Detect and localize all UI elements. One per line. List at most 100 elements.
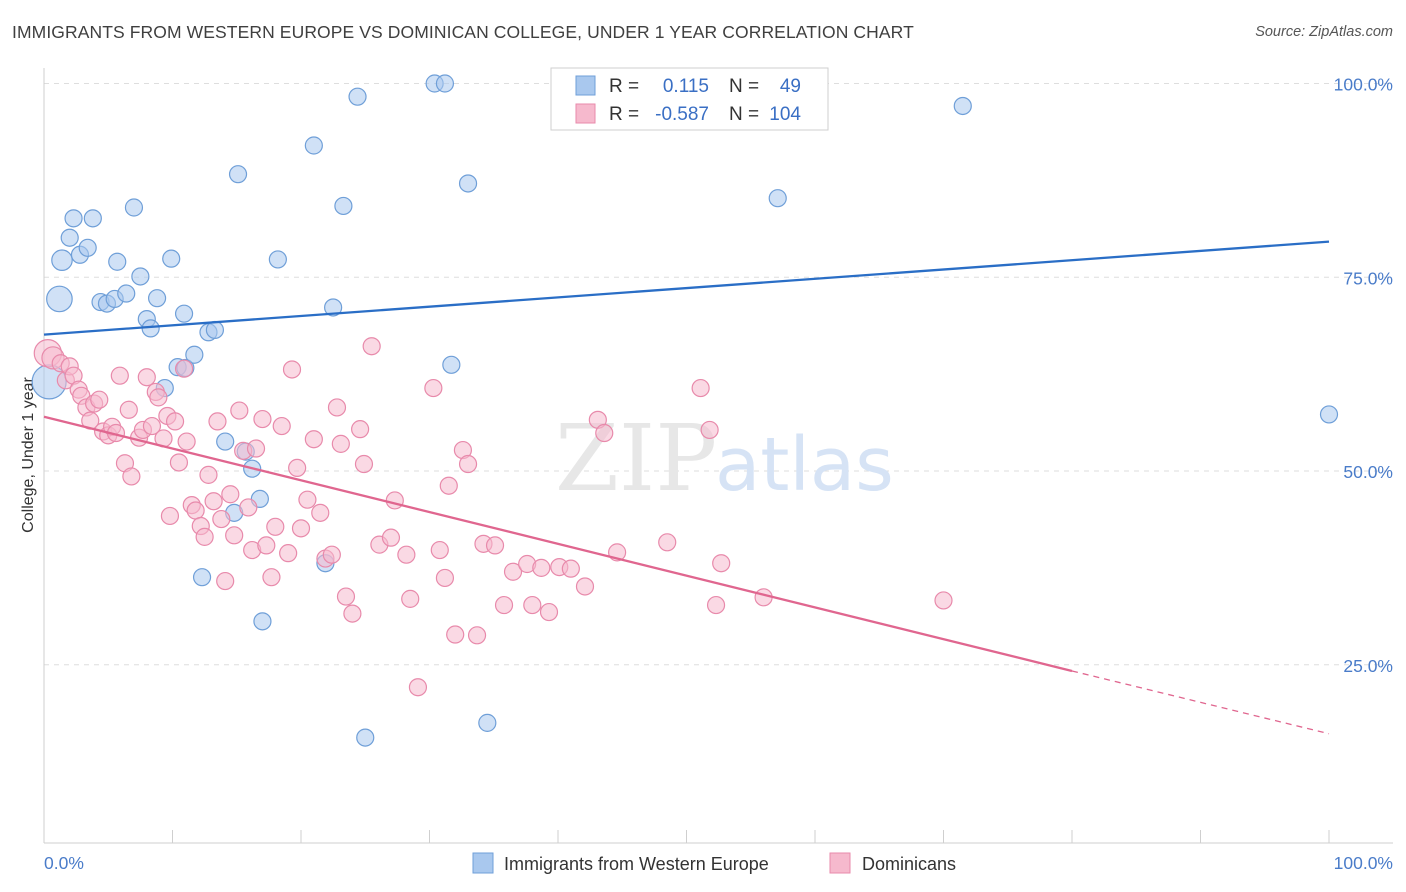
point-dominicans (272, 416, 291, 436)
point-dominicans (539, 602, 559, 622)
point-dominicans (430, 540, 449, 560)
y-axis-tick-labels: 25.0% 50.0% 75.0% 100.0% (1334, 75, 1393, 676)
grid-lines (44, 83, 1393, 666)
point-dominicans (291, 519, 311, 538)
stats-legend-box (550, 67, 829, 131)
point-dominicans (467, 626, 487, 645)
stats-r-value-pink: -0.587 (655, 104, 709, 125)
legend-label-immigrants: Immigrants from Western Europe (504, 854, 769, 874)
point-immigrants (334, 196, 353, 216)
point-dominicans (494, 595, 514, 615)
point-dominicans (174, 359, 194, 378)
point-dominicans (90, 390, 109, 409)
watermark-atlas: atlas (715, 422, 894, 508)
point-dominicans (691, 378, 710, 398)
axes (43, 68, 1393, 844)
point-dominicans (239, 498, 258, 517)
point-immigrants (60, 228, 79, 247)
point-dominicans (160, 506, 180, 526)
point-dominicans (485, 536, 505, 555)
point-immigrants (1319, 405, 1339, 424)
point-dominicans (595, 423, 614, 443)
point-dominicans (122, 467, 141, 486)
point-dominicans (199, 465, 218, 484)
y-axis-label: College, Under 1 year (20, 377, 37, 533)
point-dominicans (212, 509, 231, 529)
point-immigrants (131, 267, 150, 286)
point-dominicans (575, 577, 595, 596)
x-axis-ticks (43, 830, 1330, 843)
stats-r-label-blue: R = (609, 76, 639, 97)
trend-line-dominicans-extension (1071, 670, 1330, 735)
point-immigrants (253, 612, 272, 631)
point-dominicans (279, 544, 298, 563)
point-dominicans (435, 568, 455, 588)
point-dominicans (253, 409, 272, 429)
point-immigrants (348, 87, 367, 106)
point-dominicans (385, 491, 404, 510)
point-dominicans (523, 595, 542, 615)
point-dominicans (934, 591, 953, 610)
stats-n-value-blue: 49 (780, 76, 801, 97)
point-dominicans (169, 453, 189, 472)
point-dominicans (458, 454, 478, 474)
point-immigrants (356, 728, 375, 747)
point-immigrants (304, 136, 323, 155)
point-immigrants (953, 96, 972, 116)
point-immigrants (768, 189, 787, 208)
point-dominicans (397, 545, 416, 564)
y-tick-label: 100.0% (1334, 75, 1393, 95)
point-immigrants (108, 252, 127, 271)
point-immigrants (268, 250, 287, 269)
point-dominicans (381, 528, 401, 547)
trend-line-immigrants (43, 240, 1330, 336)
point-dominicans (408, 678, 428, 697)
point-immigrants (51, 249, 73, 272)
stats-n-label-blue: N = (729, 76, 759, 97)
y-tick-label: 50.0% (1343, 462, 1393, 482)
point-dominicans (208, 412, 227, 431)
point-dominicans (706, 595, 726, 615)
point-dominicans (439, 476, 458, 495)
point-dominicans (119, 400, 138, 419)
point-dominicans (446, 625, 465, 644)
point-dominicans (262, 568, 281, 587)
point-dominicans (204, 492, 223, 511)
trend-lines (43, 240, 1330, 735)
point-dominicans (712, 554, 731, 573)
stats-n-value-pink: 104 (769, 104, 801, 125)
point-dominicans (401, 589, 420, 608)
point-immigrants (174, 304, 194, 323)
point-dominicans (246, 439, 266, 458)
trend-line-dominicans (43, 415, 1073, 673)
point-dominicans (322, 545, 341, 564)
stats-swatch-blue (575, 75, 596, 96)
chart-source: Source: ZipAtlas.com (1255, 24, 1393, 40)
point-dominicans (700, 420, 719, 440)
stats-r-value-blue: 0.115 (663, 76, 709, 97)
point-immigrants (64, 209, 83, 228)
point-immigrants (458, 174, 478, 193)
x-tick-label-left: 0.0% (44, 853, 84, 873)
point-dominicans (257, 536, 276, 555)
point-dominicans (165, 412, 185, 431)
watermark: ZIP atlas (555, 405, 894, 512)
stats-n-label-pink: N = (729, 104, 759, 125)
point-dominicans (351, 420, 370, 439)
point-immigrants (78, 238, 97, 257)
point-dominicans (186, 501, 205, 520)
stats-r-label-pink: R = (609, 104, 639, 125)
point-immigrants (192, 568, 212, 587)
y-tick-label: 25.0% (1343, 656, 1393, 676)
point-dominicans (311, 503, 330, 522)
point-immigrants (442, 355, 461, 374)
point-immigrants (205, 320, 225, 340)
point-dominicans (331, 434, 350, 453)
point-dominicans (221, 485, 240, 504)
point-immigrants (147, 289, 167, 308)
point-immigrants (324, 298, 343, 317)
y-tick-label: 75.0% (1343, 268, 1393, 288)
point-dominicans (362, 337, 381, 356)
point-dominicans (336, 587, 356, 606)
point-dominicans (354, 454, 374, 474)
